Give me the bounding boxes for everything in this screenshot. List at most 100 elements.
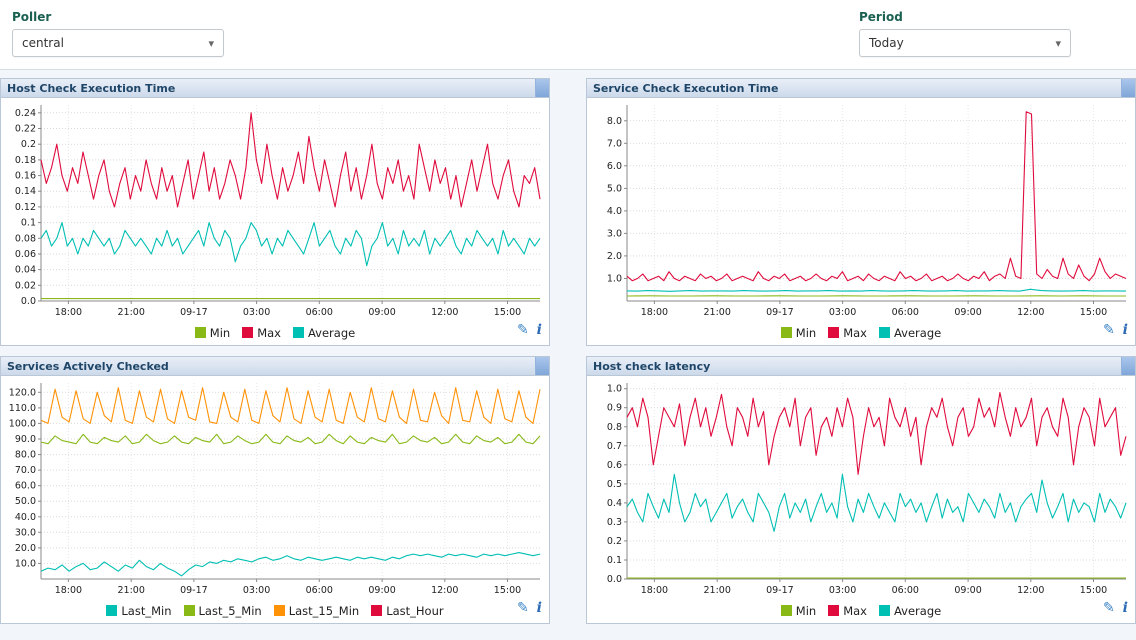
chart-service-check-execution-time: 18:0021:0009-1703:0006:0009:0012:0015:00… bbox=[587, 98, 1135, 320]
edit-icon[interactable]: ✎ bbox=[1103, 323, 1115, 337]
svg-text:0.04: 0.04 bbox=[15, 265, 36, 276]
panel-grip[interactable] bbox=[535, 357, 549, 375]
info-icon[interactable]: i bbox=[1123, 601, 1128, 615]
legend-item: Min bbox=[781, 326, 816, 340]
svg-text:40.0: 40.0 bbox=[15, 512, 36, 523]
svg-text:100.0: 100.0 bbox=[9, 418, 36, 429]
svg-text:0.1: 0.1 bbox=[21, 218, 36, 229]
panel-header: Services Actively Checked bbox=[1, 357, 549, 376]
info-icon[interactable]: i bbox=[537, 323, 542, 337]
svg-text:09-17: 09-17 bbox=[180, 307, 208, 318]
chart-legend: Min Max Average bbox=[775, 323, 947, 342]
svg-text:03:00: 03:00 bbox=[243, 585, 270, 596]
edit-icon[interactable]: ✎ bbox=[517, 601, 529, 615]
legend-item: Max bbox=[242, 326, 281, 340]
legend-swatch-icon bbox=[879, 327, 890, 338]
svg-text:18:00: 18:00 bbox=[641, 585, 668, 596]
chart-grid: Host Check Execution Time 18:0021:0009-1… bbox=[0, 70, 1136, 624]
svg-text:80.0: 80.0 bbox=[15, 450, 36, 461]
svg-text:03:00: 03:00 bbox=[829, 585, 856, 596]
edit-icon[interactable]: ✎ bbox=[517, 323, 529, 337]
legend-label: Min bbox=[210, 326, 230, 340]
svg-text:0.4: 0.4 bbox=[607, 498, 622, 509]
svg-text:0.08: 0.08 bbox=[15, 233, 36, 244]
legend-item: Max bbox=[828, 326, 867, 340]
panel-header: Host check latency bbox=[587, 357, 1135, 376]
svg-text:10.0: 10.0 bbox=[15, 558, 36, 569]
svg-text:06:00: 06:00 bbox=[306, 585, 333, 596]
legend-swatch-icon bbox=[781, 327, 792, 338]
svg-text:0.8: 0.8 bbox=[607, 422, 622, 433]
svg-text:06:00: 06:00 bbox=[306, 307, 333, 318]
panel-grip[interactable] bbox=[535, 79, 549, 97]
poller-filter-group: Poller central ▾ bbox=[12, 10, 224, 57]
svg-text:09:00: 09:00 bbox=[368, 585, 395, 596]
legend-item: Last_Hour bbox=[371, 604, 443, 618]
legend-item: Average bbox=[879, 604, 941, 618]
svg-text:0.06: 0.06 bbox=[15, 249, 36, 260]
chevron-down-icon: ▾ bbox=[208, 37, 214, 50]
chart-legend: Last_Min Last_5_Min Last_15_Min Last_Hour bbox=[100, 601, 449, 620]
legend-swatch-icon bbox=[781, 605, 792, 616]
legend-item: Last_Min bbox=[106, 604, 171, 618]
legend-swatch-icon bbox=[371, 605, 382, 616]
panel-grip[interactable] bbox=[1121, 357, 1135, 375]
svg-text:09-17: 09-17 bbox=[766, 307, 794, 318]
svg-text:06:00: 06:00 bbox=[892, 585, 919, 596]
panel-actions: ✎ i bbox=[1103, 601, 1128, 615]
legend-swatch-icon bbox=[274, 605, 285, 616]
svg-text:21:00: 21:00 bbox=[118, 585, 145, 596]
svg-text:09:00: 09:00 bbox=[954, 307, 981, 318]
chart-legend: MinMaxAverage bbox=[189, 323, 361, 342]
panel-title: Service Check Execution Time bbox=[587, 82, 778, 95]
svg-text:18:00: 18:00 bbox=[55, 307, 82, 318]
legend-label: Last_15_Min bbox=[289, 604, 360, 618]
panel-actions: ✎ i bbox=[517, 323, 542, 337]
svg-text:30.0: 30.0 bbox=[15, 527, 36, 538]
legend-item: Average bbox=[879, 326, 941, 340]
svg-text:1.0: 1.0 bbox=[607, 274, 622, 285]
legend-swatch-icon bbox=[242, 327, 253, 338]
info-icon[interactable]: i bbox=[1123, 323, 1128, 337]
svg-text:0.12: 0.12 bbox=[15, 202, 36, 213]
panel-actions: ✎ i bbox=[1103, 323, 1128, 337]
legend-swatch-icon bbox=[195, 327, 206, 338]
info-icon[interactable]: i bbox=[537, 601, 542, 615]
svg-text:0.14: 0.14 bbox=[15, 186, 36, 197]
chart-host-check-execution-time: 18:0021:0009-1703:0006:0009:0012:0015:00… bbox=[1, 98, 549, 320]
legend-label: Last_5_Min bbox=[199, 604, 262, 618]
svg-text:21:00: 21:00 bbox=[118, 307, 145, 318]
panel-grip[interactable] bbox=[1121, 79, 1135, 97]
svg-text:0.6: 0.6 bbox=[607, 460, 622, 471]
panel-title: Host check latency bbox=[587, 360, 710, 373]
legend-item: Max bbox=[828, 604, 867, 618]
svg-text:09:00: 09:00 bbox=[368, 307, 395, 318]
panel-service-check-execution-time: Service Check Execution Time 18:0021:000… bbox=[586, 78, 1136, 346]
panel-footer: Last_Min Last_5_Min Last_15_Min Last_Hour ✎… bbox=[1, 598, 549, 623]
svg-text:21:00: 21:00 bbox=[704, 585, 731, 596]
svg-text:8.0: 8.0 bbox=[607, 116, 622, 127]
legend-item: Last_5_Min bbox=[184, 604, 262, 618]
poller-select[interactable]: central ▾ bbox=[12, 29, 224, 57]
svg-text:12:00: 12:00 bbox=[1017, 585, 1044, 596]
chart-host-check-latency: 18:0021:0009-1703:0006:0009:0012:0015:00… bbox=[587, 376, 1135, 598]
legend-label: Min bbox=[796, 604, 816, 618]
period-select[interactable]: Today ▾ bbox=[859, 29, 1071, 57]
legend-label: Average bbox=[894, 604, 941, 618]
chevron-down-icon: ▾ bbox=[1055, 37, 1061, 50]
svg-text:0.7: 0.7 bbox=[607, 441, 622, 452]
svg-text:110.0: 110.0 bbox=[9, 403, 36, 414]
legend-label: Max bbox=[843, 604, 867, 618]
edit-icon[interactable]: ✎ bbox=[1103, 601, 1115, 615]
svg-text:7.0: 7.0 bbox=[607, 138, 622, 149]
svg-text:15:00: 15:00 bbox=[494, 585, 521, 596]
panel-footer: MinMaxAverage ✎ i bbox=[1, 320, 549, 345]
svg-text:70.0: 70.0 bbox=[15, 465, 36, 476]
svg-text:06:00: 06:00 bbox=[892, 307, 919, 318]
chart-services-actively-checked: 18:0021:0009-1703:0006:0009:0012:0015:00… bbox=[1, 376, 549, 598]
svg-text:60.0: 60.0 bbox=[15, 481, 36, 492]
panel-actions: ✎ i bbox=[517, 601, 542, 615]
legend-label: Last_Min bbox=[121, 604, 171, 618]
legend-swatch-icon bbox=[293, 327, 304, 338]
svg-text:12:00: 12:00 bbox=[431, 585, 458, 596]
